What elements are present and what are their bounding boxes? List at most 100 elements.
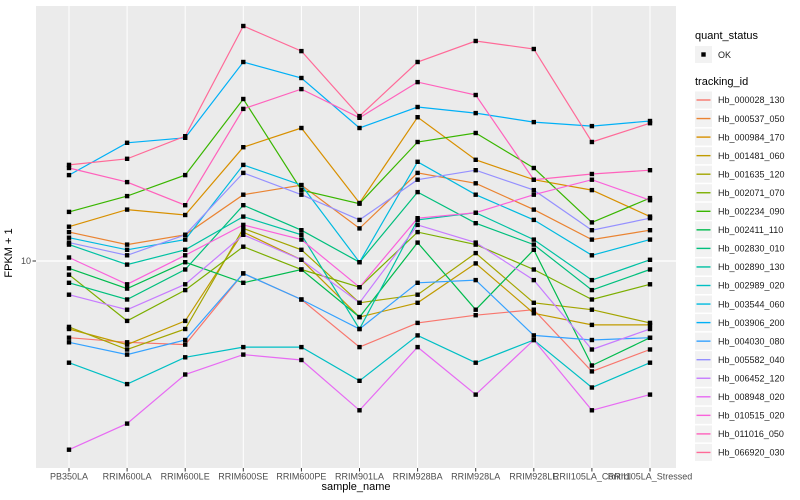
data-point [589, 253, 595, 258]
data-point [415, 280, 420, 285]
data-point [299, 125, 304, 131]
data-point [183, 253, 188, 258]
data-point [241, 96, 246, 102]
data-point [241, 203, 246, 208]
data-point [415, 170, 420, 176]
data-point [531, 267, 536, 272]
data-point [589, 171, 595, 177]
data-point [473, 92, 478, 98]
x-tick-label: RRII105LA_Control [553, 472, 631, 482]
data-point [241, 280, 246, 285]
data-point [647, 360, 653, 365]
data-point [473, 240, 478, 245]
data-point [531, 192, 536, 197]
data-point [124, 193, 130, 199]
legend-item-label: Hb_011016_050 [718, 429, 784, 439]
data-point [415, 292, 420, 297]
data-point [531, 46, 536, 52]
legend-item-label: Hb_005582_040 [718, 355, 785, 365]
data-point [531, 277, 536, 283]
data-point [66, 280, 72, 285]
data-point [183, 134, 188, 139]
data-point [357, 201, 362, 206]
data-point [241, 244, 246, 249]
data-point [415, 216, 420, 221]
data-point [589, 220, 595, 225]
data-point [473, 277, 478, 283]
legend-item-label: Hb_001635_120 [718, 169, 785, 179]
data-point [357, 326, 362, 332]
data-point [183, 267, 188, 272]
legend-tracking-id-title: tracking_id [695, 76, 748, 88]
y-axis-title: FPKM + 1 [3, 228, 15, 277]
legend-item-label: Hb_000984_170 [718, 132, 785, 142]
data-point [473, 38, 478, 44]
plot-panel [36, 6, 676, 468]
data-point [589, 297, 595, 302]
legend-item-label: Hb_003544_060 [718, 299, 785, 309]
data-point [241, 344, 246, 350]
legend-item-label: Hb_001481_060 [718, 151, 785, 161]
data-point [531, 237, 536, 242]
x-tick-label: RRII105LA_Stressed [608, 472, 693, 482]
data-point [241, 59, 246, 65]
x-tick-label: RRIM600PE [276, 472, 326, 482]
data-point [415, 344, 420, 350]
data-point [357, 408, 362, 413]
legend-quant-status-title: quant_status [695, 30, 758, 42]
data-point [589, 337, 595, 343]
data-point [183, 237, 188, 242]
data-point [589, 385, 595, 390]
data-point [357, 300, 362, 305]
data-point [299, 48, 304, 54]
data-point [66, 209, 72, 215]
x-axis-title: sample_name [321, 481, 390, 493]
data-point [124, 297, 130, 302]
data-point [124, 286, 130, 291]
data-point [415, 59, 420, 65]
data-point [183, 287, 188, 293]
legend-item-label: Hb_010515_020 [718, 411, 785, 421]
x-tick-label: RRIM928LA [451, 472, 500, 482]
data-point [241, 170, 246, 176]
data-point [531, 311, 536, 316]
x-tick-label: RRIM600LA [103, 472, 152, 482]
data-point [357, 226, 362, 231]
data-point [183, 203, 188, 208]
data-point [589, 408, 595, 413]
data-point [531, 242, 536, 247]
data-point [531, 119, 536, 125]
data-point [647, 168, 653, 173]
data-point [66, 272, 72, 277]
data-point [589, 307, 595, 312]
data-point [66, 447, 72, 452]
data-point [124, 242, 130, 247]
data-point [415, 104, 420, 110]
data-point [299, 357, 304, 363]
data-point [473, 250, 478, 256]
data-point [589, 228, 595, 233]
x-tick-label: PB350LA [50, 472, 88, 482]
data-point [531, 207, 536, 212]
data-point [66, 266, 72, 271]
data-point [647, 267, 653, 272]
data-point [183, 372, 188, 377]
data-point [589, 322, 595, 328]
data-point [299, 182, 304, 188]
data-point [589, 369, 595, 374]
data-point [299, 187, 304, 193]
data-point [66, 240, 72, 245]
data-point [357, 285, 362, 290]
data-point [589, 237, 595, 242]
data-point [66, 360, 72, 365]
data-point [589, 139, 595, 145]
data-point [415, 79, 420, 85]
data-point [124, 307, 130, 312]
data-point [124, 262, 130, 267]
data-point [66, 165, 72, 171]
data-point [124, 253, 130, 258]
data-point [183, 232, 188, 237]
data-point [357, 113, 362, 119]
data-point [241, 106, 246, 112]
data-point [415, 229, 420, 235]
